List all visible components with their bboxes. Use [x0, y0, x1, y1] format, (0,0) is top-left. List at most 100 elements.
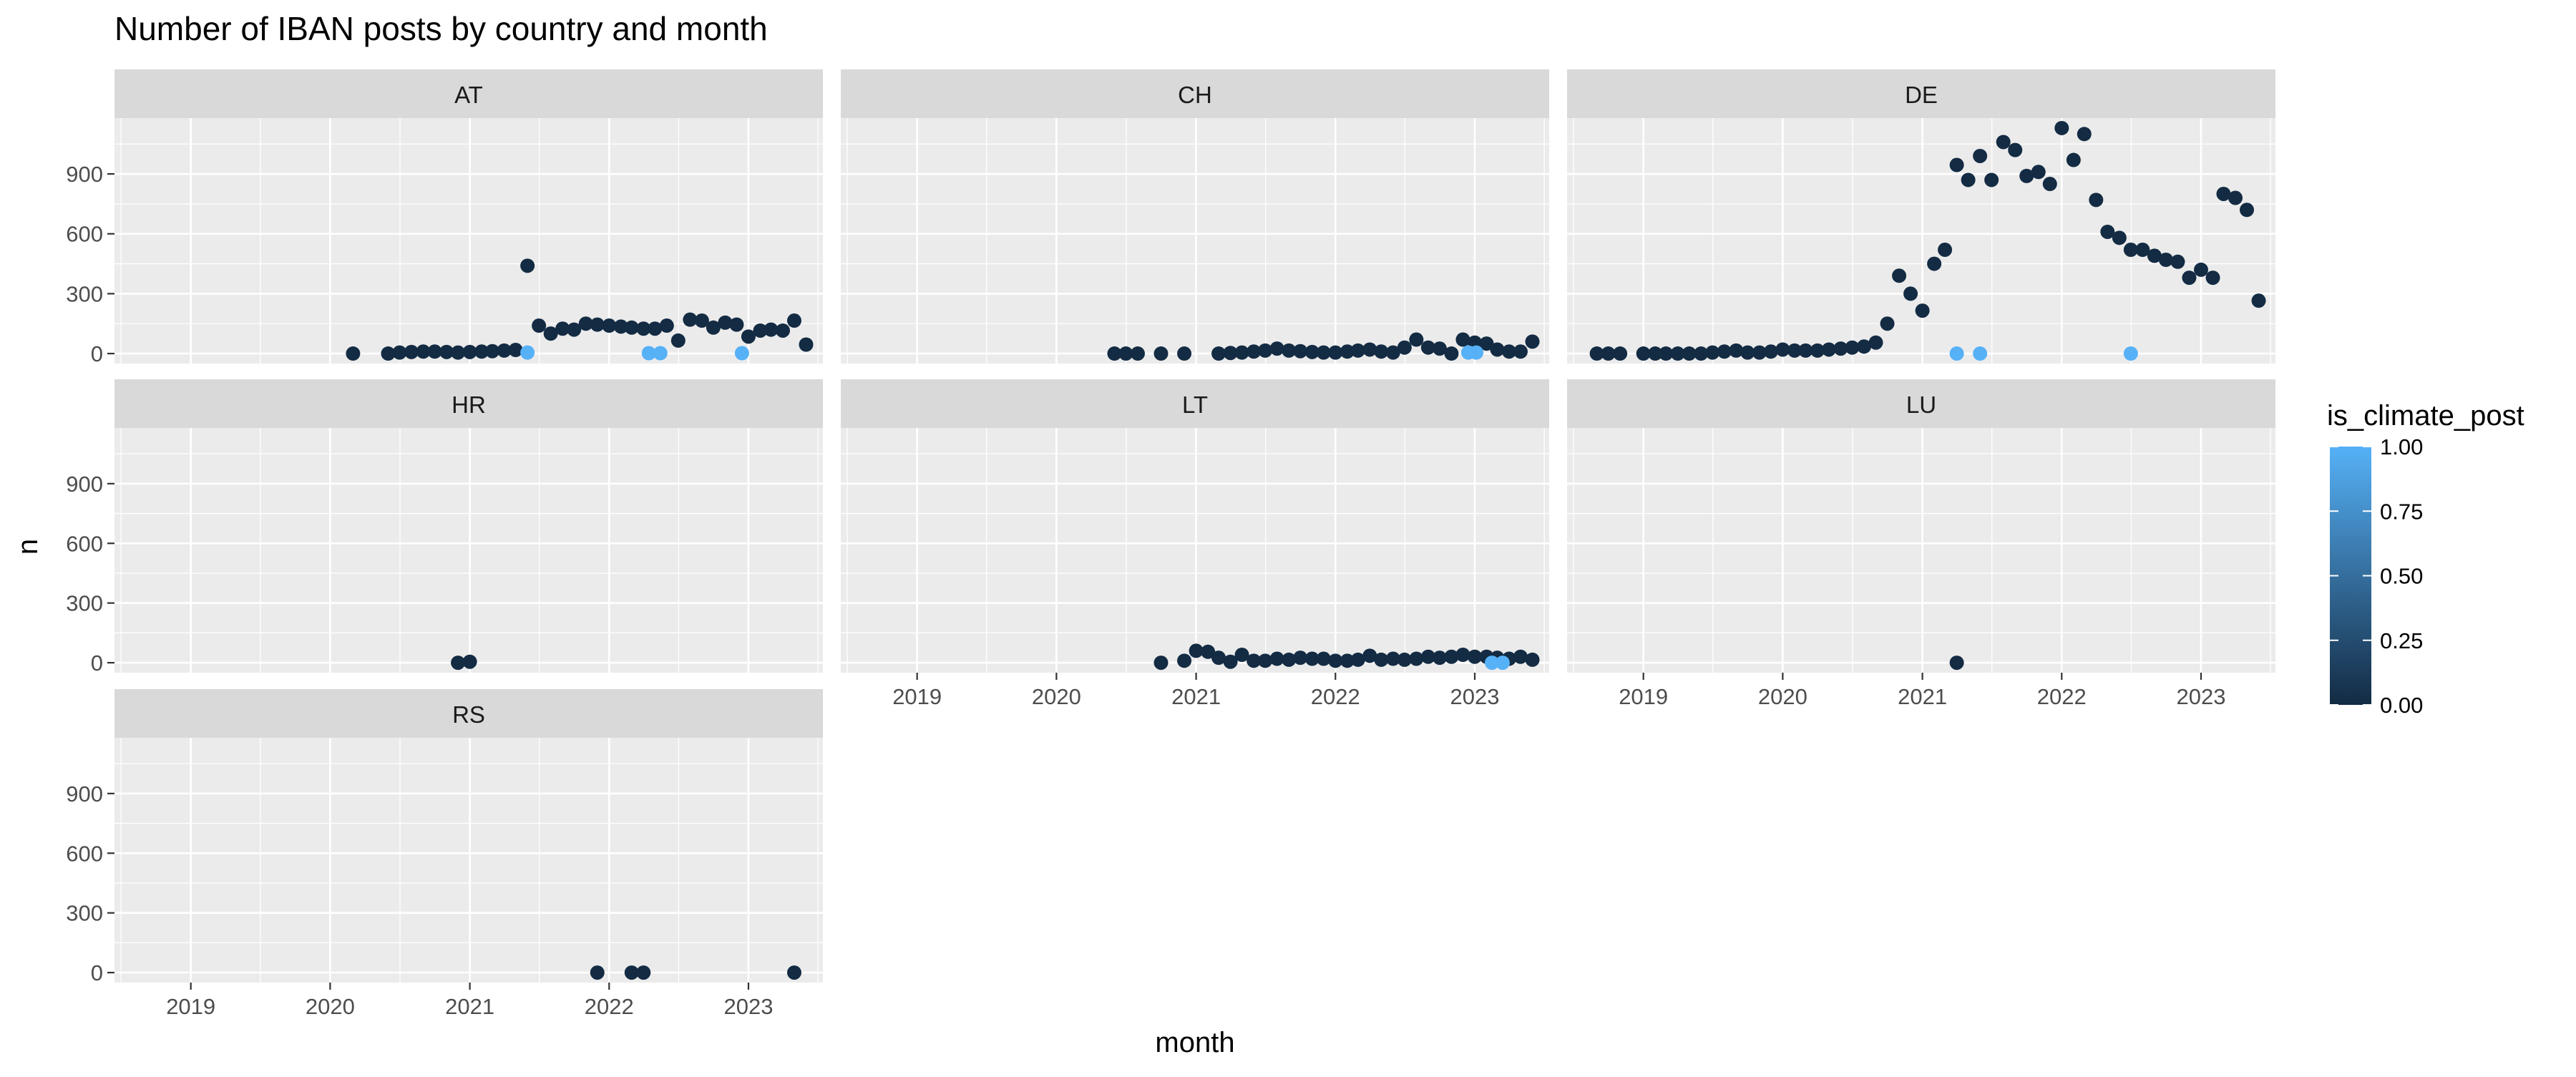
data-point: [786, 313, 801, 328]
data-point: [1903, 286, 1918, 301]
data-point: [1495, 656, 1510, 671]
data-point: [1316, 651, 1331, 666]
data-point: [1479, 336, 1494, 351]
facet-panels: AT 0 300 600 900 CH DE HR 0 300 600 900 LT 2019 2020 20…: [66, 69, 2275, 1019]
data-point: [1984, 172, 1999, 187]
x-tick-label: 2021: [445, 994, 494, 1019]
data-point: [1682, 346, 1697, 361]
data-point: [602, 318, 617, 333]
data-point: [718, 315, 733, 330]
data-point: [2158, 252, 2173, 267]
data-point: [462, 654, 477, 669]
data-point: [613, 319, 628, 334]
data-point: [1293, 650, 1308, 666]
data-point: [1787, 343, 1802, 358]
facet-strip-label: CH: [1178, 82, 1212, 108]
data-point: [497, 343, 512, 358]
data-point: [1729, 343, 1744, 358]
y-tick-label: 900: [66, 781, 103, 806]
data-point: [1927, 256, 1942, 271]
data-point: [1880, 316, 1895, 331]
data-point: [2112, 230, 2127, 245]
data-point: [1467, 649, 1482, 664]
x-axis-title: month: [1155, 1027, 1234, 1058]
data-point: [1648, 346, 1663, 361]
x-tick-label: 2019: [892, 684, 942, 709]
data-point: [1694, 346, 1709, 361]
data-point: [706, 320, 721, 335]
data-point: [2147, 248, 2162, 263]
data-point: [1444, 346, 1459, 361]
data-point: [1316, 345, 1331, 360]
data-point: [1409, 651, 1424, 666]
facet-strip: [1567, 379, 2275, 428]
data-point: [590, 965, 605, 980]
data-point: [1636, 346, 1651, 361]
data-point: [2100, 224, 2115, 239]
data-point: [1397, 340, 1412, 355]
data-point: [1775, 342, 1790, 357]
data-point: [1420, 340, 1435, 355]
data-point: [1385, 345, 1400, 360]
facet-panel-hr: HR 0 300 600 900: [66, 379, 823, 676]
data-point: [1246, 653, 1262, 668]
data-point: [2019, 168, 2034, 183]
data-point: [1455, 332, 1470, 347]
data-point: [1833, 341, 1848, 356]
chart-title: Number of IBAN posts by country and mont…: [114, 10, 768, 47]
data-point: [1961, 172, 1976, 187]
facet-strip-label: LU: [1906, 391, 1936, 418]
data-point: [462, 344, 477, 359]
y-tick-label: 600: [66, 531, 103, 556]
data-point: [1340, 653, 1355, 668]
data-point: [2066, 152, 2081, 167]
facet-strip: [841, 379, 1549, 428]
y-tick-label: 300: [66, 281, 103, 306]
data-point: [1821, 342, 1836, 357]
data-point: [1973, 346, 1988, 361]
data-point: [590, 317, 605, 332]
data-point: [729, 317, 744, 332]
x-tick-label: 2022: [585, 994, 634, 1019]
data-point: [1118, 346, 1133, 361]
data-point: [763, 322, 779, 337]
data-point: [734, 346, 749, 361]
panel-background: [1567, 118, 2275, 364]
data-point: [474, 344, 489, 359]
data-point: [1856, 339, 1871, 354]
data-point: [1409, 332, 1424, 347]
data-point: [2193, 262, 2208, 277]
data-point: [1670, 346, 1685, 361]
panel-background: [114, 738, 823, 983]
data-point: [2216, 186, 2231, 201]
facet-strip-label: RS: [452, 701, 485, 728]
data-point: [2251, 293, 2266, 308]
data-point: [1513, 344, 1528, 359]
data-point: [1490, 342, 1505, 357]
data-point: [451, 656, 466, 671]
y-tick-label: 600: [66, 222, 103, 247]
data-point: [1282, 343, 1297, 358]
data-point: [392, 345, 407, 360]
data-point: [1501, 344, 1516, 359]
data-point: [786, 965, 801, 980]
data-point: [1845, 340, 1860, 355]
facet-strip: [841, 69, 1549, 118]
facet-panel-ch: CH: [841, 69, 1549, 364]
y-tick-label: 900: [66, 472, 103, 497]
data-point: [1484, 656, 1499, 671]
data-point: [1258, 343, 1273, 358]
data-point: [532, 318, 547, 333]
facet-strip-label: HR: [452, 391, 486, 418]
data-point: [1949, 346, 1964, 361]
facet-strip: [114, 379, 823, 428]
data-point: [1350, 652, 1365, 667]
data-point: [1153, 346, 1169, 361]
data-point: [1269, 651, 1284, 666]
facet-strip-label: AT: [454, 82, 483, 108]
data-point: [648, 321, 663, 336]
data-point: [1601, 346, 1616, 361]
data-point: [1705, 345, 1720, 360]
data-point: [1469, 345, 1484, 360]
data-point: [659, 318, 674, 333]
